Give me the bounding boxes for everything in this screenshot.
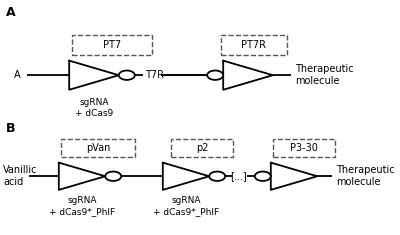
Circle shape [209, 172, 225, 181]
Text: [...]: [...] [230, 171, 247, 181]
FancyBboxPatch shape [273, 139, 335, 157]
Text: B: B [6, 122, 16, 135]
Text: pVan: pVan [86, 143, 110, 153]
Text: Vanillic
acid: Vanillic acid [3, 165, 38, 188]
FancyBboxPatch shape [221, 35, 287, 55]
Text: sgRNA
+ dCas9: sgRNA + dCas9 [75, 98, 113, 118]
Text: A: A [14, 70, 21, 80]
Circle shape [119, 70, 135, 80]
Text: Therapeutic
molecule: Therapeutic molecule [336, 165, 395, 188]
Text: p2: p2 [196, 143, 208, 153]
FancyBboxPatch shape [72, 35, 152, 55]
Text: T7R: T7R [145, 70, 164, 80]
FancyBboxPatch shape [171, 139, 233, 157]
Circle shape [105, 172, 121, 181]
Text: PT7: PT7 [103, 40, 121, 50]
Circle shape [207, 70, 223, 80]
FancyBboxPatch shape [61, 139, 135, 157]
Circle shape [255, 172, 271, 181]
Text: sgRNA
+ dCas9*_PhlF: sgRNA + dCas9*_PhlF [153, 196, 219, 217]
Text: PT7R: PT7R [242, 40, 266, 50]
Text: A: A [6, 6, 16, 19]
Text: Therapeutic
molecule: Therapeutic molecule [295, 64, 354, 86]
Text: sgRNA
+ dCas9*_PhlF: sgRNA + dCas9*_PhlF [49, 196, 115, 217]
Text: P3-30: P3-30 [290, 143, 318, 153]
